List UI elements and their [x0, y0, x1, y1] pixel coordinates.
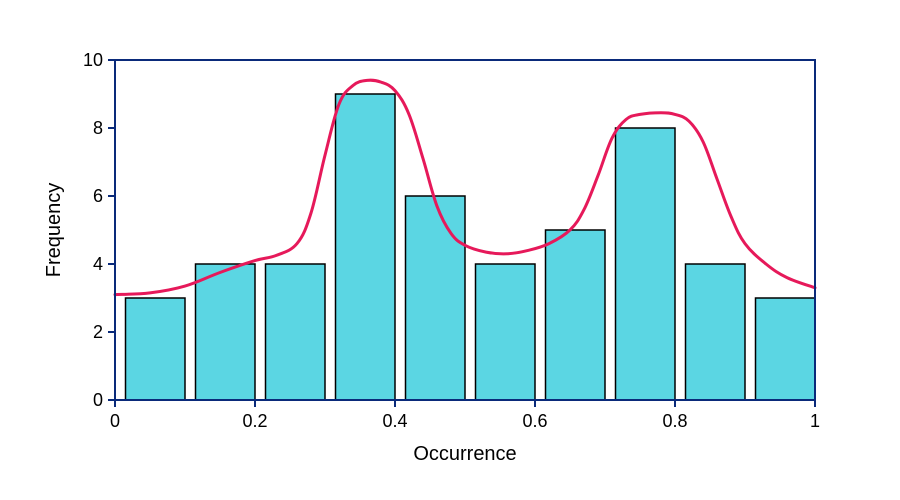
y-tick-label: 10 [83, 50, 103, 70]
histogram-bar [196, 264, 256, 400]
x-tick-label: 0 [110, 411, 120, 431]
x-tick-label: 0.6 [522, 411, 547, 431]
histogram-bar [476, 264, 536, 400]
histogram-bar [406, 196, 466, 400]
histogram-bar [546, 230, 606, 400]
y-tick-label: 4 [93, 254, 103, 274]
histogram-bar [126, 298, 186, 400]
y-tick-label: 2 [93, 322, 103, 342]
chart-svg: 0 2 4 6 8 10 0 0.2 0.4 0.6 0.8 1 Frequency Occurrence [0, 0, 900, 500]
histogram-bar [756, 298, 816, 400]
x-tick-label: 0.4 [382, 411, 407, 431]
histogram-bar [266, 264, 326, 400]
y-tick-label: 0 [93, 390, 103, 410]
x-tick-label: 0.8 [662, 411, 687, 431]
y-tick-label: 8 [93, 118, 103, 138]
y-axis-label: Frequency [43, 183, 65, 278]
x-axis-label: Occurrence [413, 443, 516, 465]
x-tick-label: 1 [810, 411, 820, 431]
histogram-bar [686, 264, 746, 400]
histogram-bar [336, 94, 396, 400]
histogram-chart: 0 2 4 6 8 10 0 0.2 0.4 0.6 0.8 1 Frequency Occurrence [0, 0, 900, 500]
y-tick-label: 6 [93, 186, 103, 206]
histogram-bar [616, 128, 676, 400]
x-tick-label: 0.2 [242, 411, 267, 431]
